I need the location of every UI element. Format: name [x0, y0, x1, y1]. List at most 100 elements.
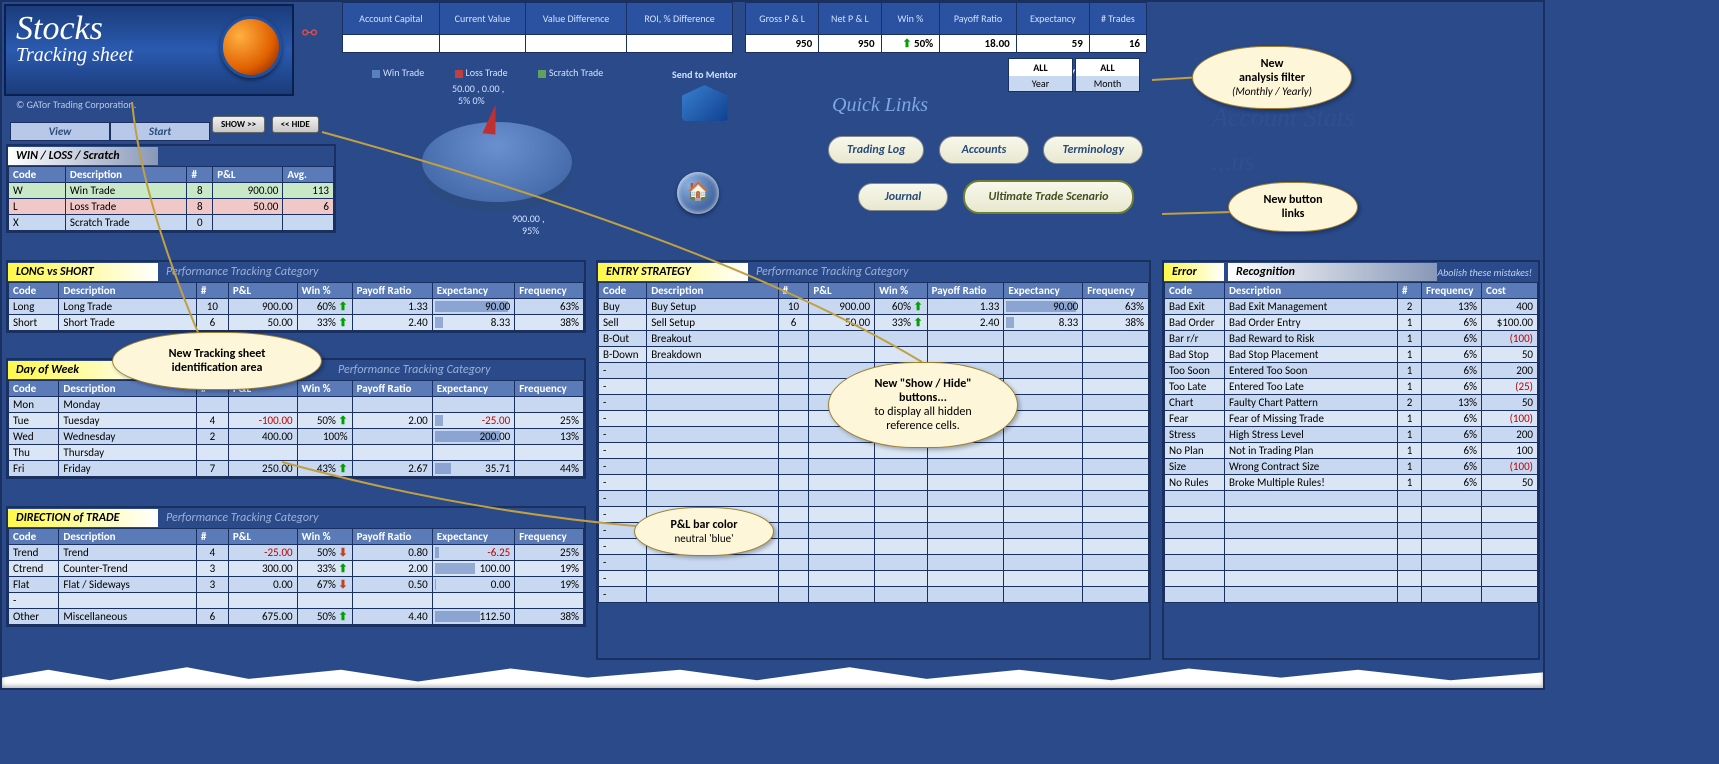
table-row — [1165, 587, 1538, 603]
table-row: LongLong Trade10 900.0060% ⬆ 1.3390.00 6… — [9, 299, 584, 315]
table-row: Too SoonEntered Too Soon 1 6% 200 — [1165, 363, 1538, 379]
table-row — [1165, 491, 1538, 507]
metric-value — [439, 35, 525, 53]
table-row: XScratch Trade0 — [9, 215, 334, 231]
table-row: OtherMiscellaneous6 675.0050% ⬆ 4.40112.… — [9, 609, 584, 625]
metric-header: Net P & L — [819, 3, 881, 35]
hide-button[interactable]: << HIDE — [272, 116, 319, 133]
table-row: Too LateEntered Too Late 1 6% (25) — [1165, 379, 1538, 395]
metric-value — [343, 35, 440, 53]
table-row: WedWednesday2 400.00100% 200.00 13% — [9, 429, 584, 445]
callout-tracking-sheet: New Tracking sheet identification area — [112, 332, 322, 390]
metric-header: Gross P & L — [746, 3, 819, 35]
metric-value: 59 — [1016, 35, 1089, 53]
table-row: FlatFlat / Sideways3 0.0067% ⬇ 0.500.00 … — [9, 577, 584, 593]
table-row: StressHigh Stress Level 1 6% 200 — [1165, 427, 1538, 443]
table-row — [1165, 523, 1538, 539]
table-row — [1165, 507, 1538, 523]
metric-value — [626, 35, 732, 53]
callout-button-links: New button links — [1228, 182, 1358, 232]
table-row: Bad OrderBad Order Entry 1 6% $100.00 — [1165, 315, 1538, 331]
quick-links-group: Trading Log Accounts Terminology Journal… — [822, 132, 1149, 218]
winloss-panel: WIN / LOSS / Scratch CodeDescription#P&L… — [6, 144, 336, 233]
table-row: TueTuesday4 -100.0050% ⬆ 2.00-25.00 25% — [9, 413, 584, 429]
metric-value: 16 — [1089, 35, 1146, 53]
view-start-cells: View Start — [10, 122, 210, 141]
quicklink-ultimate-scenario[interactable]: Ultimate Trade Scenario — [963, 180, 1135, 214]
table-row — [1165, 539, 1538, 555]
metric-header: Win % — [881, 3, 940, 35]
callout-plbar: P&L bar color neutral 'blue' — [634, 507, 774, 556]
filter-month[interactable]: ALL Month — [1075, 58, 1140, 92]
logo-panel: Stocks Tracking sheet — [4, 4, 294, 96]
table-row: ThuThursday — [9, 445, 584, 461]
table-row: Bar r/rBad Reward to Risk 1 6% (100) — [1165, 331, 1538, 347]
table-row: B-OutBreakout — [599, 331, 1149, 347]
metric-header: Payoff Ratio — [940, 3, 1017, 35]
torn-edge — [2, 662, 1543, 688]
table-row: - — [599, 571, 1149, 587]
home-button[interactable] — [677, 172, 719, 214]
error-title2: Recognition — [1228, 263, 1437, 281]
table-row: BuyBuy Setup10 900.0060% ⬆ 1.3390.00 63% — [599, 299, 1149, 315]
table-row: FearFear of Missing Trade 1 6% (100) — [1165, 411, 1538, 427]
quicklink-journal[interactable]: Journal — [858, 183, 948, 211]
table-row — [1165, 571, 1538, 587]
table-row: FriFriday7 250.0043% ⬆ 2.6735.71 44% — [9, 461, 584, 477]
pie-chart — [422, 122, 572, 202]
longshort-panel: LONG vs SHORT Performance Tracking Categ… — [6, 260, 586, 333]
filter-year[interactable]: ALL Year — [1008, 58, 1073, 92]
show-hide-buttons: SHOW >> << HIDE — [212, 116, 323, 133]
callout-analysis-filter: New analysis filter (Monthly / Yearly) — [1192, 46, 1352, 109]
chain-link-icon[interactable]: ⚯ — [302, 22, 317, 44]
table-row: No PlanNot in Trading Plan 1 6% 100 — [1165, 443, 1538, 459]
show-button[interactable]: SHOW >> — [212, 116, 265, 133]
error-panel: Error Recognition Abolish these mistakes… — [1162, 260, 1540, 660]
metric-value: 950 — [746, 35, 819, 53]
quicklink-accounts[interactable]: Accounts — [939, 136, 1029, 164]
table-row: SellSell Setup6 50.0033% ⬆ 2.408.33 38% — [599, 315, 1149, 331]
metric-value: 18.00 — [940, 35, 1017, 53]
table-row: Bad ExitBad Exit Management 2 13% 400 — [1165, 299, 1538, 315]
table-row: TrendTrend4 -25.0050% ⬇ 0.80-6.25 25% — [9, 545, 584, 561]
table-row: CtrendCounter-Trend3 300.0033% ⬆ 2.00100… — [9, 561, 584, 577]
brand-badge-icon — [220, 16, 282, 78]
metric-header: Current Value — [439, 3, 525, 35]
table-row: - — [599, 443, 1149, 459]
table-row: WWin Trade8900.00113 — [9, 183, 334, 199]
table-row: - — [599, 491, 1149, 507]
metric-value: 950 — [819, 35, 881, 53]
send-to-mentor[interactable]: Send to Mentor — [672, 68, 737, 121]
quick-links-heading: Quick Links — [832, 94, 928, 117]
table-row: - — [599, 587, 1149, 603]
view-cell[interactable]: View — [10, 122, 110, 141]
metric-value: ⬆ 50% — [881, 35, 940, 53]
filter-controls: ALL Year ALL Month — [1008, 58, 1140, 92]
table-row: ChartFaulty Chart Pattern 2 13% 50 — [1165, 395, 1538, 411]
app-root: Stocks Tracking sheet © GATor Trading Co… — [0, 0, 1545, 690]
table-row: B-DownBreakdown — [599, 347, 1149, 363]
table-row: LLoss Trade850.006 — [9, 199, 334, 215]
table-row: - — [599, 475, 1149, 491]
entry-panel: ENTRY STRATEGY Performance Tracking Cate… — [596, 260, 1151, 660]
table-row: Bad StopBad Stop Placement 1 6% 50 — [1165, 347, 1538, 363]
table-row: - — [9, 593, 584, 609]
quicklink-terminology[interactable]: Terminology — [1043, 136, 1143, 164]
callout-show-hide: New "Show / Hide" buttons... to display … — [828, 362, 1018, 448]
direction-panel: DIRECTION of TRADE Performance Tracking … — [6, 506, 586, 627]
metric-value — [526, 35, 627, 53]
metric-header: Expectancy — [1016, 3, 1089, 35]
table-row: MonMonday — [9, 397, 584, 413]
envelope-icon — [682, 85, 728, 121]
quicklink-trading-log[interactable]: Trading Log — [828, 136, 924, 164]
metric-header: ROI, % Difference — [626, 3, 732, 35]
summary-metrics: Account CapitalCurrent ValueValue Differ… — [342, 2, 1147, 53]
start-cell[interactable]: Start — [110, 122, 210, 141]
metric-header: # Trades — [1089, 3, 1146, 35]
table-row: No RulesBroke Multiple Rules! 1 6% 50 — [1165, 475, 1538, 491]
metric-header: Account Capital — [343, 3, 440, 35]
metric-header: Value Difference — [526, 3, 627, 35]
chart-legend: Win Trade Loss Trade Scratch Trade — [372, 66, 631, 79]
table-row: - — [599, 555, 1149, 571]
table-row: SizeWrong Contract Size 1 6% (100) — [1165, 459, 1538, 475]
